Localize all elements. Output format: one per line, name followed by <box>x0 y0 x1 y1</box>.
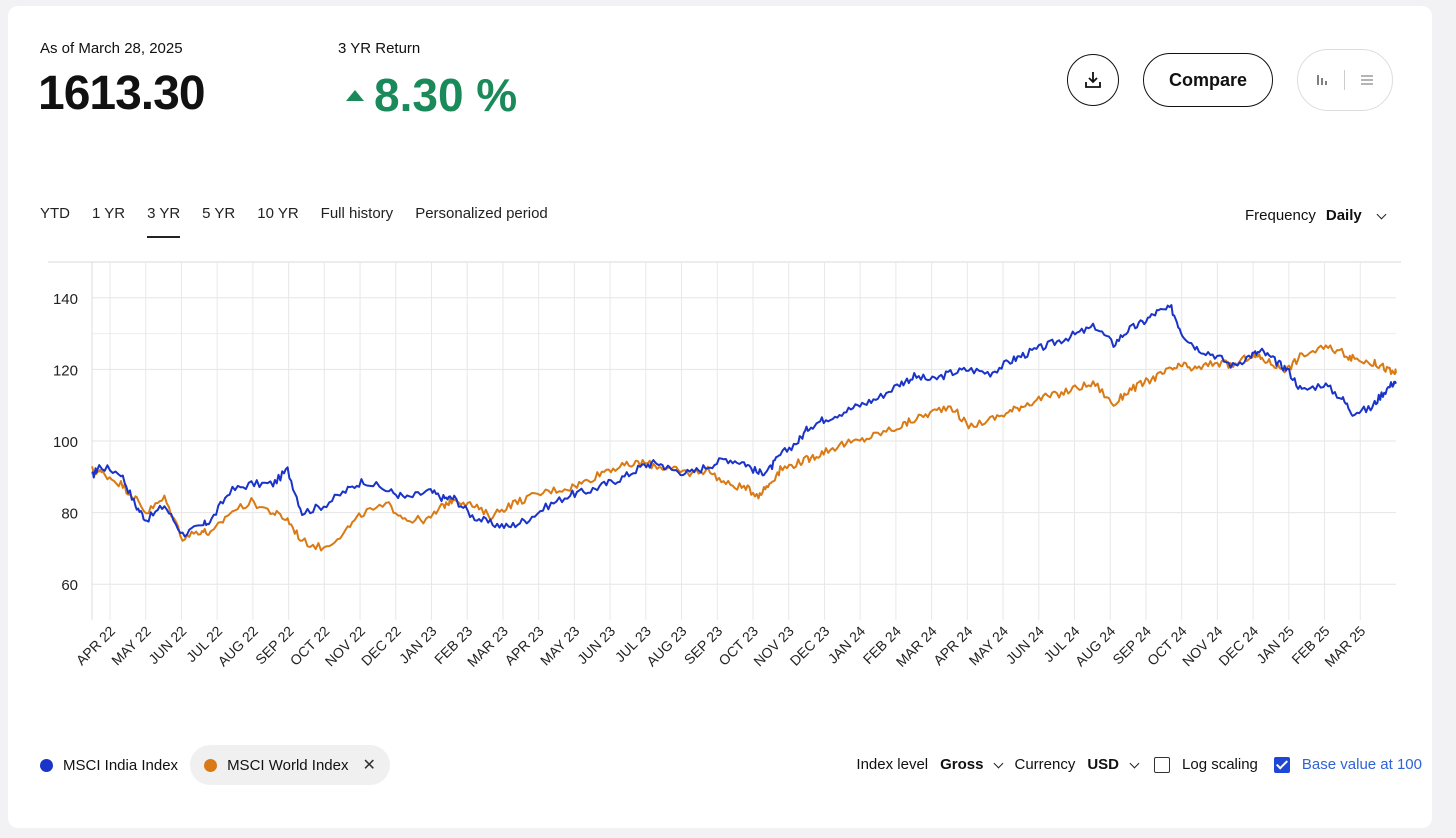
y-tick-label: 140 <box>53 291 78 308</box>
base-value-label[interactable]: Base value at 100 <box>1301 756 1422 773</box>
remove-series-close-icon[interactable]: ✕ <box>362 757 376 774</box>
log-scaling-checkbox[interactable] <box>1154 756 1171 773</box>
india-series-line <box>91 304 1397 538</box>
x-tick-label: DEC 23 <box>787 623 833 669</box>
world-series-line <box>91 344 1397 552</box>
index-level-select[interactable]: Gross <box>940 756 984 773</box>
legend: MSCI India Index MSCI World Index ✕ <box>40 745 390 785</box>
index-value: 1613.30 <box>38 67 206 120</box>
up-arrow-icon <box>346 89 364 101</box>
legend-label-world: MSCI World Index <box>227 756 349 774</box>
x-tick-label: MAY 22 <box>108 623 154 669</box>
download-icon <box>1085 72 1101 88</box>
log-scaling-label: Log scaling <box>1182 756 1258 773</box>
tab-10yr[interactable]: 10 YR <box>257 205 299 222</box>
toggle-divider <box>1343 70 1345 90</box>
view-toggle[interactable] <box>1297 49 1393 111</box>
index-level-label: Index level <box>856 756 929 773</box>
tab-5yr[interactable]: 5 YR <box>202 205 236 222</box>
compare-button[interactable]: Compare <box>1143 53 1273 107</box>
x-tick-label: JAN 23 <box>396 623 440 667</box>
x-tick-label: DEC 24 <box>1215 623 1261 669</box>
y-axis-ticks: 60 80 100 120 140 <box>53 291 78 594</box>
base-value-checkbox[interactable] <box>1273 756 1290 773</box>
chart-lines <box>91 304 1397 552</box>
download-button[interactable] <box>1067 54 1119 106</box>
currency-chevron-down-icon[interactable] <box>1129 758 1140 768</box>
frequency-label: Frequency <box>1245 207 1316 224</box>
y-tick-label: 80 <box>61 506 78 523</box>
list-icon[interactable] <box>1359 73 1375 87</box>
y-tick-label: 120 <box>53 362 78 379</box>
x-tick-label: NOV 22 <box>322 623 369 670</box>
world-series-dot <box>204 758 218 772</box>
chart-controls: Index level Gross Currency USD Log scali… <box>856 756 1422 773</box>
x-tick-label: AUG 24 <box>1072 623 1119 670</box>
bar-chart-icon[interactable] <box>1316 73 1330 87</box>
x-tick-label: JUN 23 <box>574 623 618 667</box>
period-tabs: YTD 1 YR 3 YR 5 YR 10 YR Full history Pe… <box>40 205 570 238</box>
return-value-group: 8.30 % <box>346 68 517 122</box>
tab-ytd[interactable]: YTD <box>40 205 70 222</box>
as-of-date: As of March 28, 2025 <box>40 40 183 57</box>
x-tick-label: MAR 25 <box>1321 623 1368 670</box>
tab-1yr[interactable]: 1 YR <box>92 205 126 222</box>
y-tick-label: 100 <box>53 434 78 451</box>
currency-select[interactable]: USD <box>1087 756 1120 773</box>
x-tick-label: JAN 25 <box>1253 623 1297 667</box>
x-tick-label: MAY 24 <box>966 623 1012 669</box>
x-tick-label: AUG 22 <box>214 623 261 670</box>
x-tick-label: AUG 23 <box>643 623 690 670</box>
x-tick-label: JUN 22 <box>145 623 189 667</box>
tab-3yr[interactable]: 3 YR <box>147 205 181 238</box>
frequency-selector[interactable]: Frequency Daily <box>1245 207 1387 224</box>
india-series-dot <box>40 758 53 772</box>
x-tick-label: MAR 23 <box>464 623 511 670</box>
index-level-chevron-down-icon[interactable] <box>994 758 1004 768</box>
legend-item-india[interactable]: MSCI India Index <box>40 757 178 774</box>
x-tick-label: NOV 24 <box>1179 623 1226 670</box>
return-value: 8.30 % <box>374 69 518 121</box>
currency-label: Currency <box>1014 756 1076 773</box>
x-tick-label: JUN 24 <box>1003 623 1047 667</box>
x-tick-label: MAY 23 <box>537 623 583 669</box>
legend-label-india: MSCI India Index <box>63 756 179 774</box>
tab-full-history[interactable]: Full history <box>320 205 394 222</box>
frequency-value[interactable]: Daily <box>1325 207 1362 224</box>
chart-grid <box>48 261 1401 620</box>
x-tick-label: NOV 23 <box>750 623 797 670</box>
x-tick-label: MAR 24 <box>893 623 940 670</box>
x-tick-label: JAN 24 <box>825 623 869 667</box>
y-tick-label: 60 <box>61 577 78 594</box>
index-card <box>8 6 1432 828</box>
x-tick-label: DEC 22 <box>358 623 404 669</box>
return-label: 3 YR Return <box>338 40 421 57</box>
legend-item-world[interactable]: MSCI World Index ✕ <box>190 745 390 785</box>
tab-personalized-period[interactable]: Personalized period <box>415 205 548 222</box>
